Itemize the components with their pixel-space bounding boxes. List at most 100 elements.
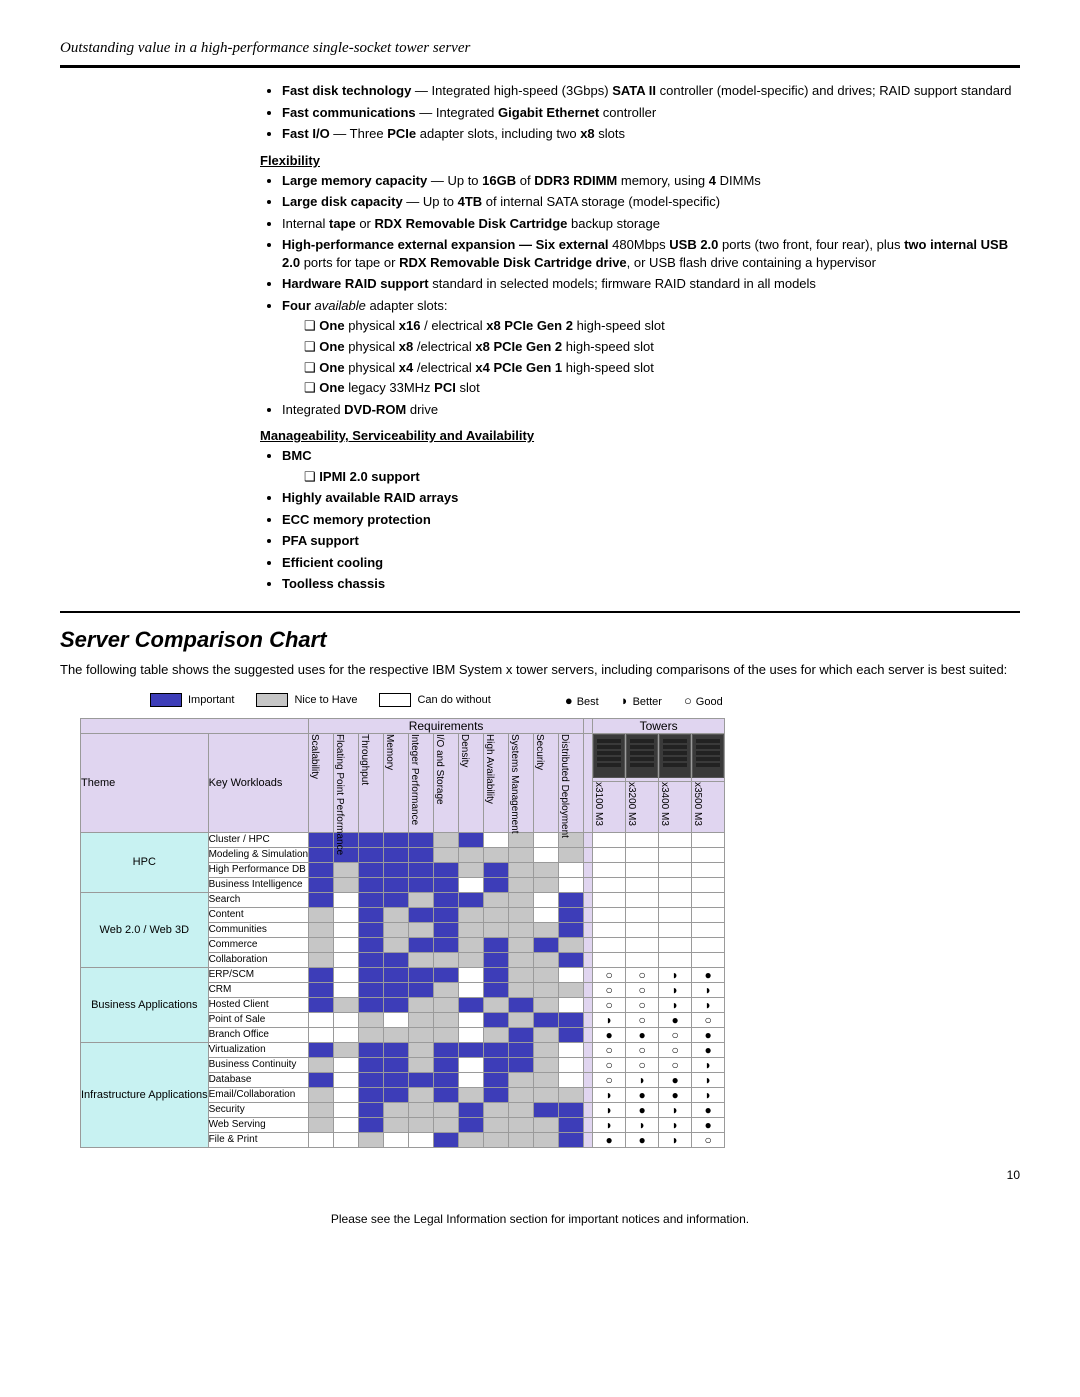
req-cell [409,877,434,892]
workload-cell: File & Print [208,1132,309,1147]
req-cell [509,847,534,862]
tower-rating-cell: ◗ [692,1057,725,1072]
req-cell [434,922,459,937]
workload-cell: Cluster / HPC [208,832,309,847]
req-cell [359,952,384,967]
req-cell [459,847,484,862]
req-col-header: Systems Management [509,733,534,832]
req-col-header: Integer Performance [409,733,434,832]
workload-cell: Database [208,1072,309,1087]
page-number: 10 [60,1168,1020,1182]
req-col-header: Throughput [359,733,384,832]
list-item: Fast communications — Integrated Gigabit… [282,104,1020,122]
req-cell [384,862,409,877]
req-cell [334,877,359,892]
req-cell [334,1027,359,1042]
req-cell [359,1042,384,1057]
req-cell [434,982,459,997]
req-cell [334,1042,359,1057]
req-cell [409,982,434,997]
req-cell [534,1102,559,1117]
req-col-header: High Availability [484,733,509,832]
req-cell [309,832,334,847]
req-cell [384,997,409,1012]
req-cell [409,862,434,877]
req-cell [459,967,484,982]
req-cell [534,1087,559,1102]
req-cell [459,832,484,847]
workload-cell: Security [208,1102,309,1117]
req-cell [309,1117,334,1132]
req-cell [459,1012,484,1027]
tower-rating-cell: ● [692,1027,725,1042]
workload-cell: CRM [208,982,309,997]
req-cell [559,1042,584,1057]
workload-cell: Business Continuity [208,1057,309,1072]
legend: Important Nice to Have Can do without ●B… [150,693,1020,708]
req-cell [534,1132,559,1147]
req-cell [534,937,559,952]
req-cell [509,997,534,1012]
list-item: One physical x4 /electrical x4 PCIe Gen … [304,359,1020,377]
workload-cell: Virtualization [208,1042,309,1057]
legend-better: Better [633,696,662,708]
fast-list: Fast disk technology — Integrated high-s… [260,82,1020,143]
req-cell [559,997,584,1012]
list-item: Four available adapter slots:One physica… [282,297,1020,397]
req-cell [434,862,459,877]
req-cell [409,922,434,937]
list-item: Internal tape or RDX Removable Disk Cart… [282,215,1020,233]
req-cell [509,1087,534,1102]
req-cell [459,1117,484,1132]
flex-list: Large memory capacity — Up to 16GB of DD… [260,172,1020,419]
tower-rating-cell: ◗ [593,1102,626,1117]
req-cell [309,1042,334,1057]
req-cell [309,922,334,937]
req-cell [459,1057,484,1072]
req-cell [384,1102,409,1117]
req-cell [384,1027,409,1042]
req-cell [534,907,559,922]
req-cell [334,907,359,922]
req-cell [434,1057,459,1072]
req-cell [384,1072,409,1087]
tower-rating-cell: ◗ [692,1072,725,1087]
req-cell [509,1132,534,1147]
theme-cell: Web 2.0 / Web 3D [81,892,209,967]
theme-header: Theme [81,733,209,832]
req-cell [409,967,434,982]
req-cell [359,922,384,937]
req-cell [484,967,509,982]
req-cell [384,847,409,862]
tower-rating-cell [692,952,725,967]
req-cell [534,892,559,907]
list-item: Hardware RAID support standard in select… [282,275,1020,293]
req-cell [534,1027,559,1042]
req-cell [534,1117,559,1132]
list-item: PFA support [282,532,1020,550]
req-cell [409,1027,434,1042]
req-cell [309,982,334,997]
tower-rating-cell [593,877,626,892]
tower-rating-cell [593,892,626,907]
req-cell [484,1027,509,1042]
req-cell [484,1072,509,1087]
tower-rating-cell [692,832,725,847]
rule-top [60,65,1020,68]
tower-rating-cell: ◗ [593,1087,626,1102]
tower-icon [659,734,691,778]
req-cell [534,832,559,847]
req-cell [384,922,409,937]
legend-best: Best [577,696,599,708]
req-cell [484,862,509,877]
req-cell [459,997,484,1012]
workload-cell: Modeling & Simulation [208,847,309,862]
req-cell [334,952,359,967]
req-cell [509,877,534,892]
tower-rating-cell [626,937,659,952]
req-cell [409,937,434,952]
req-cell [484,997,509,1012]
tower-rating-cell: ● [659,1012,692,1027]
req-cell [384,952,409,967]
tower-rating-cell: ● [626,1087,659,1102]
